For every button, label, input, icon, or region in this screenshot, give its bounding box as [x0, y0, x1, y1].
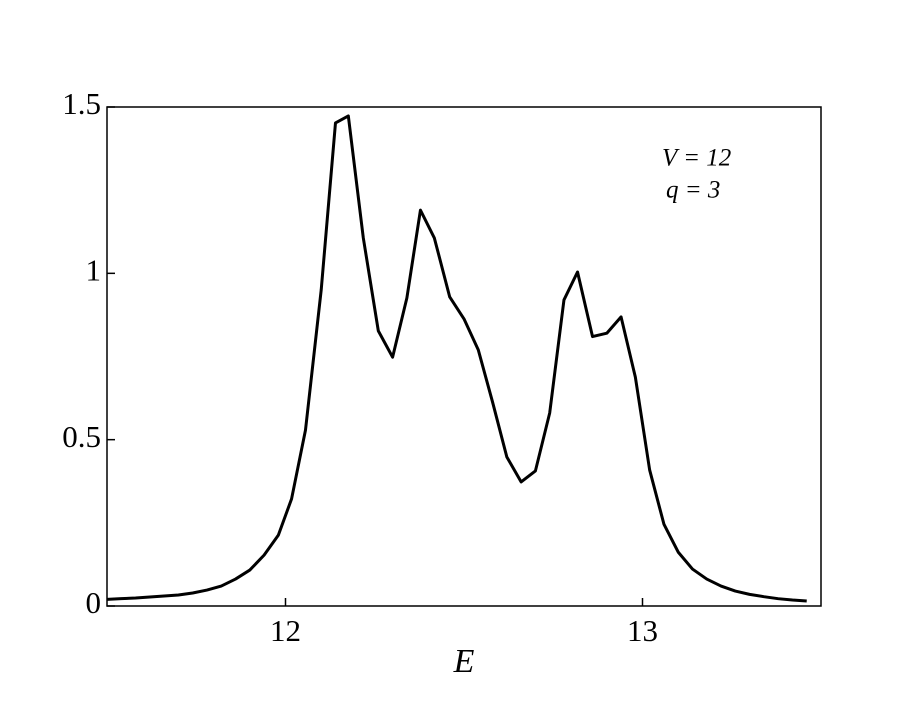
- y-tick-label: 1: [86, 252, 102, 287]
- annotation: V = 12: [662, 145, 731, 172]
- x-tick-label: 13: [627, 613, 658, 648]
- y-tick-label: 0.5: [62, 419, 101, 454]
- y-tick-label: 0: [86, 585, 102, 620]
- x-tick-label: 12: [270, 613, 301, 648]
- data-line: [106, 114, 807, 603]
- y-tick-label: 1.5: [62, 86, 101, 121]
- plot-frame: [106, 106, 822, 607]
- x-axis-label: E: [453, 643, 475, 680]
- annotation: q = 3: [666, 177, 720, 204]
